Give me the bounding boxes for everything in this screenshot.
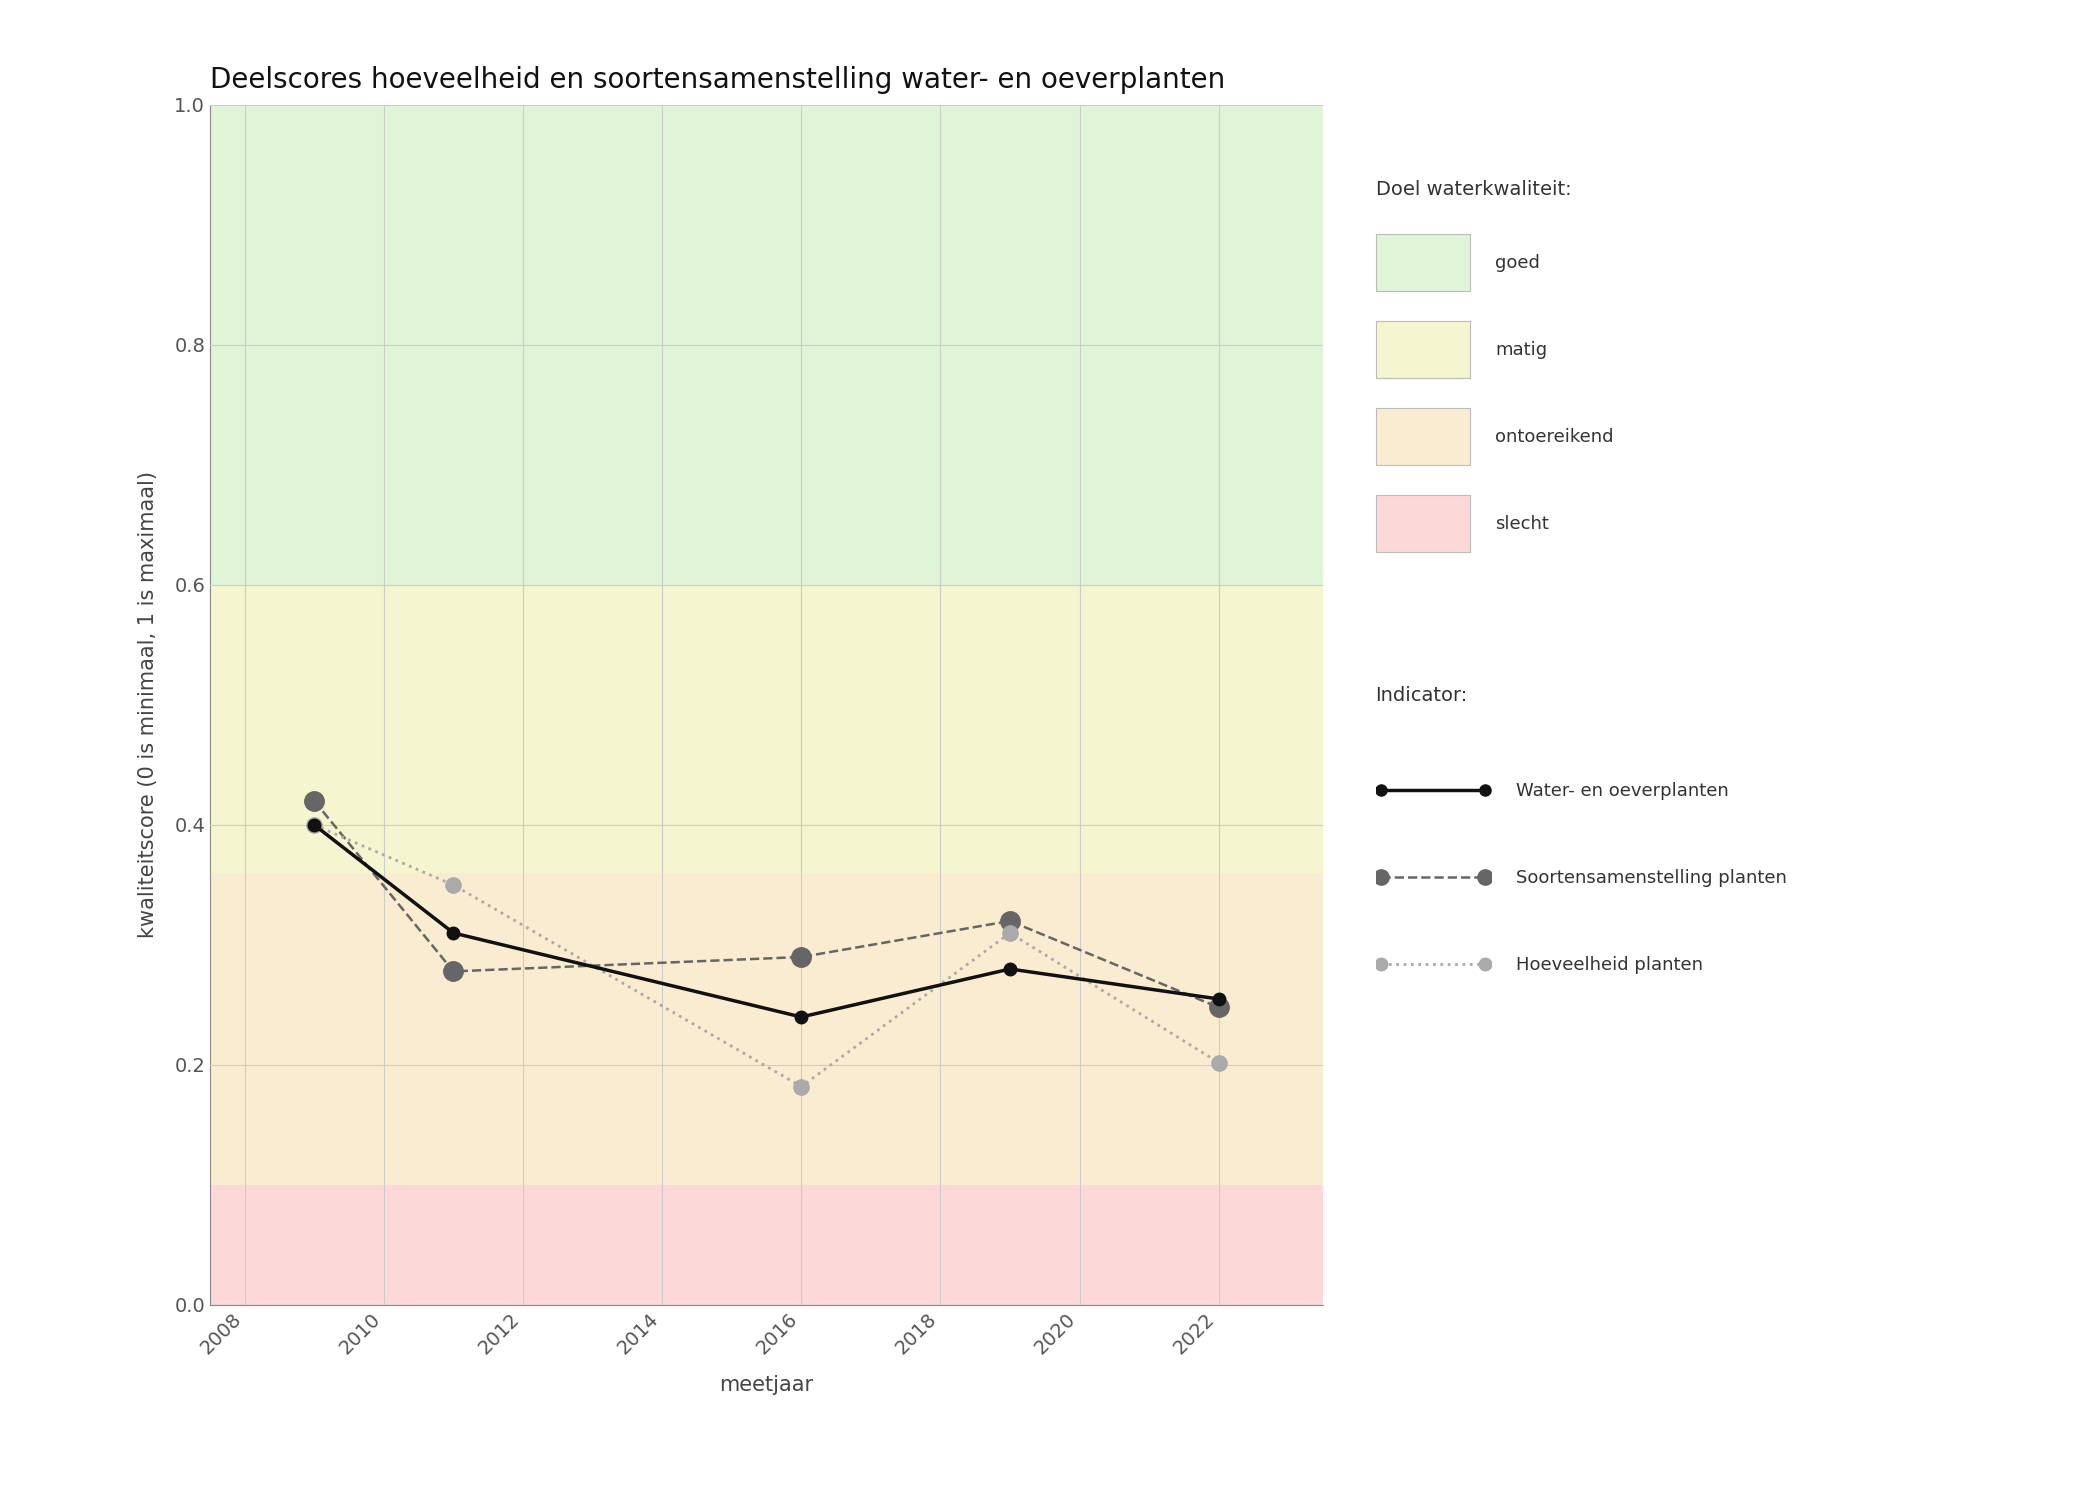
Water- en oeverplanten [441, 924, 466, 942]
Water- en oeverplanten [1205, 990, 1231, 1008]
Text: Water- en oeverplanten: Water- en oeverplanten [1516, 782, 1728, 800]
Water- en oeverplanten [790, 1008, 815, 1026]
X-axis label: meetjaar: meetjaar [720, 1376, 813, 1395]
Text: Indicator:: Indicator: [1376, 686, 1468, 705]
Text: ontoereikend: ontoereikend [1495, 427, 1613, 445]
Text: slecht: slecht [1495, 514, 1550, 532]
Text: goed: goed [1495, 254, 1539, 272]
Hoeveelheid planten [302, 816, 328, 834]
Bar [210, 585, 1323, 873]
Soortensamenstelling planten [302, 792, 328, 810]
Line: Soortensamenstelling planten: Soortensamenstelling planten [304, 792, 1228, 1017]
Bar [210, 873, 1323, 1185]
Hoeveelheid planten [441, 876, 466, 894]
Text: Doel waterkwaliteit:: Doel waterkwaliteit: [1376, 180, 1571, 200]
Text: matig: matig [1495, 340, 1548, 358]
Soortensamenstelling planten [998, 912, 1023, 930]
Water- en oeverplanten [998, 960, 1023, 978]
Text: Soortensamenstelling planten: Soortensamenstelling planten [1516, 868, 1787, 886]
Text: Deelscores hoeveelheid en soortensamenstelling water- en oeverplanten: Deelscores hoeveelheid en soortensamenst… [210, 66, 1224, 94]
Hoeveelheid planten [790, 1077, 815, 1095]
Soortensamenstelling planten [1205, 999, 1231, 1017]
Line: Hoeveelheid planten: Hoeveelheid planten [307, 818, 1226, 1094]
Hoeveelheid planten [998, 924, 1023, 942]
Hoeveelheid planten [1205, 1053, 1231, 1071]
Text: Hoeveelheid planten: Hoeveelheid planten [1516, 956, 1703, 974]
Y-axis label: kwaliteitscore (0 is minimaal, 1 is maximaal): kwaliteitscore (0 is minimaal, 1 is maxi… [139, 471, 157, 939]
Line: Water- en oeverplanten: Water- en oeverplanten [309, 819, 1224, 1023]
Soortensamenstelling planten [441, 963, 466, 981]
Soortensamenstelling planten [790, 948, 815, 966]
Water- en oeverplanten [302, 816, 328, 834]
Bar [210, 105, 1323, 585]
Bar [210, 1185, 1323, 1305]
